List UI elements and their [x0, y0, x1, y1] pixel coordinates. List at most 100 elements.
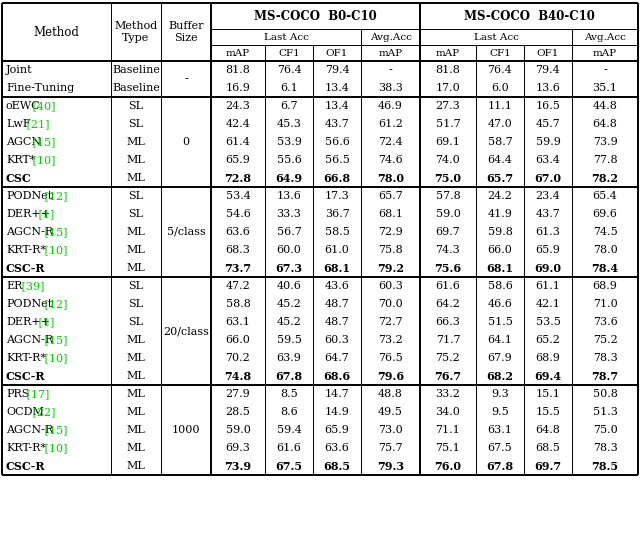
Text: 76.0: 76.0 [435, 461, 461, 471]
Text: MS-COCO  B40-C10: MS-COCO B40-C10 [463, 10, 595, 22]
Text: mAP: mAP [436, 49, 460, 58]
Text: 66.0: 66.0 [225, 335, 250, 345]
Text: [40]: [40] [29, 101, 56, 111]
Text: KRT-R*: KRT-R* [6, 353, 46, 363]
Text: 15.5: 15.5 [536, 407, 561, 417]
Text: 68.9: 68.9 [593, 281, 618, 291]
Text: 63.1: 63.1 [225, 317, 250, 327]
Text: 48.7: 48.7 [324, 317, 349, 327]
Text: -: - [388, 65, 392, 75]
Text: 69.4: 69.4 [534, 371, 561, 381]
Text: 78.7: 78.7 [591, 371, 619, 381]
Text: ML: ML [127, 407, 145, 417]
Text: 51.7: 51.7 [436, 119, 460, 129]
Text: 59.9: 59.9 [536, 137, 561, 147]
Text: SL: SL [129, 191, 143, 201]
Text: 59.4: 59.4 [276, 425, 301, 435]
Text: 61.6: 61.6 [276, 443, 301, 453]
Text: 27.3: 27.3 [436, 101, 460, 111]
Text: 57.8: 57.8 [436, 191, 460, 201]
Text: ML: ML [127, 425, 145, 435]
Text: 65.9: 65.9 [225, 155, 250, 165]
Text: 73.2: 73.2 [378, 335, 403, 345]
Text: Method
Type: Method Type [115, 21, 157, 43]
Text: Last Acc: Last Acc [474, 32, 518, 41]
Text: 74.3: 74.3 [436, 245, 460, 255]
Text: [10]: [10] [41, 245, 67, 255]
Text: ML: ML [127, 335, 145, 345]
Text: 79.4: 79.4 [536, 65, 561, 75]
Text: 45.7: 45.7 [536, 119, 561, 129]
Text: 64.2: 64.2 [436, 299, 460, 309]
Text: ML: ML [127, 389, 145, 399]
Text: [15]: [15] [29, 137, 56, 147]
Text: 16.5: 16.5 [536, 101, 561, 111]
Text: SL: SL [129, 209, 143, 219]
Text: 67.5: 67.5 [275, 461, 303, 471]
Text: [15]: [15] [41, 335, 67, 345]
Text: 79.6: 79.6 [377, 371, 404, 381]
Text: 75.0: 75.0 [435, 173, 461, 183]
Text: 60.0: 60.0 [276, 245, 301, 255]
Text: Method: Method [33, 26, 79, 39]
Text: 64.7: 64.7 [324, 353, 349, 363]
Text: 38.3: 38.3 [378, 83, 403, 93]
Text: 64.9: 64.9 [275, 173, 303, 183]
Text: 13.6: 13.6 [276, 191, 301, 201]
Text: 15.1: 15.1 [536, 389, 561, 399]
Text: 35.1: 35.1 [593, 83, 618, 93]
Text: Fine-Tuning: Fine-Tuning [6, 83, 74, 93]
Text: CF1: CF1 [489, 49, 511, 58]
Text: 66.8: 66.8 [323, 173, 351, 183]
Text: [1]: [1] [35, 317, 54, 327]
Text: Avg.Acc: Avg.Acc [369, 32, 412, 41]
Text: [12]: [12] [41, 191, 67, 201]
Text: 58.6: 58.6 [488, 281, 513, 291]
Text: Joint: Joint [6, 65, 33, 75]
Text: AGCN: AGCN [6, 137, 41, 147]
Text: 24.3: 24.3 [225, 101, 250, 111]
Text: 69.1: 69.1 [436, 137, 460, 147]
Text: 64.4: 64.4 [488, 155, 513, 165]
Text: 78.4: 78.4 [591, 263, 619, 273]
Text: 63.1: 63.1 [488, 425, 513, 435]
Text: 33.3: 33.3 [276, 209, 301, 219]
Text: 42.4: 42.4 [225, 119, 250, 129]
Text: 78.3: 78.3 [593, 443, 618, 453]
Text: 81.8: 81.8 [225, 65, 250, 75]
Text: 48.8: 48.8 [378, 389, 403, 399]
Text: 71.0: 71.0 [593, 299, 618, 309]
Text: 71.1: 71.1 [436, 425, 460, 435]
Text: 63.6: 63.6 [225, 227, 250, 237]
Text: 45.2: 45.2 [276, 299, 301, 309]
Text: 11.1: 11.1 [488, 101, 513, 111]
Text: 81.8: 81.8 [436, 65, 460, 75]
Text: 73.9: 73.9 [593, 137, 618, 147]
Text: 34.0: 34.0 [436, 407, 460, 417]
Text: 72.9: 72.9 [378, 227, 403, 237]
Text: -: - [603, 65, 607, 75]
Text: SL: SL [129, 281, 143, 291]
Text: 65.9: 65.9 [536, 245, 561, 255]
Text: Buffer
Size: Buffer Size [168, 21, 204, 43]
Text: mAP: mAP [378, 49, 403, 58]
Text: 67.0: 67.0 [534, 173, 561, 183]
Text: [39]: [39] [17, 281, 44, 291]
Text: SL: SL [129, 101, 143, 111]
Text: KRT*: KRT* [6, 155, 35, 165]
Text: 50.8: 50.8 [593, 389, 618, 399]
Text: mAP: mAP [226, 49, 250, 58]
Text: [17]: [17] [23, 389, 50, 399]
Text: ML: ML [127, 263, 145, 273]
Text: [10]: [10] [41, 353, 67, 363]
Text: 27.9: 27.9 [226, 389, 250, 399]
Text: 56.5: 56.5 [324, 155, 349, 165]
Text: [15]: [15] [41, 425, 67, 435]
Text: 77.8: 77.8 [593, 155, 618, 165]
Text: 79.4: 79.4 [324, 65, 349, 75]
Text: 67.8: 67.8 [275, 371, 303, 381]
Text: 48.7: 48.7 [324, 299, 349, 309]
Text: 72.8: 72.8 [225, 173, 252, 183]
Text: 0: 0 [182, 137, 189, 147]
Text: AGCN-R: AGCN-R [6, 227, 53, 237]
